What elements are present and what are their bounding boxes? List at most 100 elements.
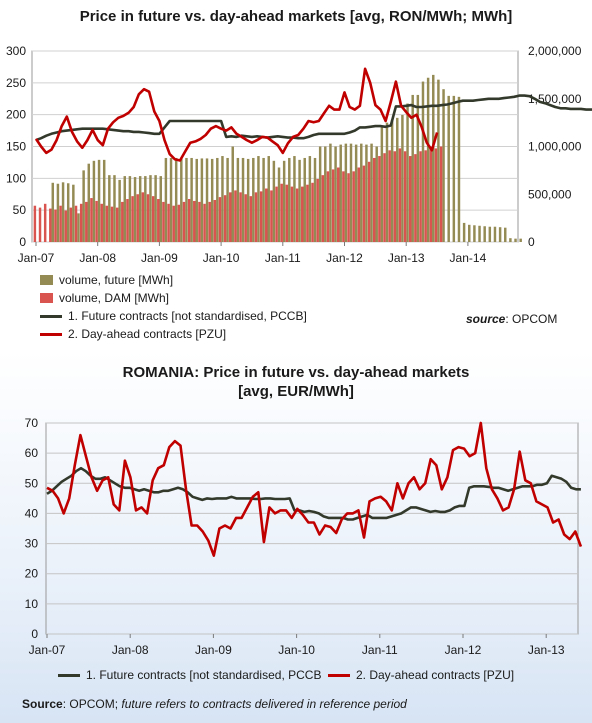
bar-volume-dam xyxy=(311,182,314,242)
bar-volume-dam xyxy=(388,150,391,242)
bar-volume-future xyxy=(442,89,445,242)
bar-volume-future xyxy=(483,226,486,242)
bottom-chart-title-line1: ROMANIA: Price in future vs. day-ahead m… xyxy=(122,364,470,381)
series-line-day-ahead-contracts xyxy=(34,67,439,162)
bar-volume-dam xyxy=(347,173,350,242)
bar-volume-future xyxy=(360,143,363,242)
bottom-source-note: Source: OPCOM; future refers to contract… xyxy=(22,697,407,711)
bar-volume-dam xyxy=(59,205,62,242)
bar-volume-future xyxy=(509,238,512,242)
top-chart-title: Price in future vs. day-ahead markets [a… xyxy=(79,8,513,25)
bar-volume-future xyxy=(236,157,240,242)
bar-volume-dam xyxy=(162,201,165,242)
bottom-legend-label-dam: 2. Day-ahead contracts [PZU] xyxy=(356,668,515,682)
bottom-x-tick-label: Jan-11 xyxy=(362,643,398,657)
bar-volume-dam xyxy=(90,198,93,242)
top-source-value: : OPCOM xyxy=(505,312,558,326)
top-y-left-tick-label: 0 xyxy=(19,235,26,249)
bar-volume-future xyxy=(457,96,461,242)
bar-volume-future xyxy=(241,157,245,242)
bar-volume-future xyxy=(262,157,265,242)
bottom-series-line-day-ahead-contracts xyxy=(46,421,583,557)
legend-label-dam-line: 2. Day-ahead contracts [PZU] xyxy=(68,327,227,341)
top-y-left-tick-label: 250 xyxy=(6,76,26,90)
bottom-series-line-future-contracts xyxy=(46,466,581,521)
bar-volume-dam xyxy=(218,197,222,242)
bar-volume-dam xyxy=(110,206,114,242)
bar-volume-future xyxy=(349,143,353,242)
bar-volume-future xyxy=(51,182,55,242)
bar-volume-dam xyxy=(172,205,175,242)
bar-volume-dam xyxy=(408,156,412,242)
bar-volume-future xyxy=(493,226,497,242)
bar-volume-dam xyxy=(306,184,309,242)
bar-volume-future xyxy=(514,238,517,242)
bar-volume-future xyxy=(288,157,291,242)
bar-volume-dam xyxy=(105,205,109,242)
top-x-tick-label: Jan-11 xyxy=(265,251,301,265)
top-chart-svg: 0501001502002503000500,0001,000,0001,500… xyxy=(6,44,592,265)
bar-volume-dam xyxy=(79,203,83,242)
bar-volume-future xyxy=(257,156,260,242)
bottom-y-tick-label: 60 xyxy=(25,446,39,460)
bar-volume-dam xyxy=(33,205,37,242)
bottom-legend-swatch-future xyxy=(58,673,80,677)
bottom-y-tick-label: 30 xyxy=(25,537,39,551)
bottom-x-tick-label: Jan-12 xyxy=(445,643,482,657)
bar-volume-future xyxy=(72,184,75,242)
bar-volume-dam xyxy=(290,186,294,242)
top-x-tick-label: Jan-07 xyxy=(18,251,55,265)
bar-volume-future xyxy=(354,144,358,242)
bar-volume-dam xyxy=(167,203,170,242)
bar-volume-future xyxy=(210,158,214,242)
bar-volume-future xyxy=(61,182,65,242)
bar-volume-future xyxy=(380,127,384,242)
bar-volume-future xyxy=(87,163,91,242)
bar-volume-dam xyxy=(213,199,217,242)
top-y-left-tick-label: 200 xyxy=(6,108,26,122)
bar-volume-future xyxy=(231,146,234,242)
bar-volume-dam xyxy=(157,199,160,242)
bar-volume-dam xyxy=(398,148,402,242)
bottom-source-label: Source xyxy=(22,697,63,711)
bar-volume-dam xyxy=(74,205,78,242)
bar-volume-dam xyxy=(373,157,376,242)
bar-volume-future xyxy=(174,157,178,242)
top-source-note: source: OPCOM xyxy=(466,312,557,326)
bottom-y-tick-label: 70 xyxy=(25,416,39,430)
bar-volume-future xyxy=(308,156,312,242)
bar-volume-dam xyxy=(270,190,273,242)
bar-volume-future xyxy=(375,146,378,242)
bar-volume-future xyxy=(401,114,404,242)
bar-volume-future xyxy=(437,79,440,243)
bar-volume-future xyxy=(365,144,368,242)
bar-volume-future xyxy=(92,160,96,242)
bar-volume-future xyxy=(205,158,209,242)
bar-volume-dam xyxy=(141,192,145,242)
bar-volume-dam xyxy=(146,194,150,242)
bar-volume-future xyxy=(102,159,106,242)
series-line-future-contracts xyxy=(35,94,592,142)
bar-volume-dam xyxy=(54,209,57,242)
legend-swatch-vol-future xyxy=(40,275,53,285)
legend-item-vol-future: volume, future [MWh] xyxy=(40,271,307,289)
top-y-right-tick-label: 2,000,000 xyxy=(528,44,582,58)
legend-swatch-future-line xyxy=(40,314,62,318)
bottom-legend-label-future: 1. Future contracts [not standardised, P… xyxy=(86,668,322,682)
bar-volume-future xyxy=(282,160,286,242)
bar-volume-future xyxy=(154,175,157,242)
top-x-tick-label: Jan-09 xyxy=(141,251,178,265)
bar-volume-future xyxy=(396,117,399,242)
bottom-chart-title-line2: [avg, EUR/MWh] xyxy=(238,383,354,400)
top-chart-panel: Price in future vs. day-ahead markets [a… xyxy=(0,0,592,352)
bar-volume-future xyxy=(385,122,389,242)
bar-volume-dam xyxy=(254,192,258,242)
bar-volume-future xyxy=(452,95,456,242)
bar-volume-dam xyxy=(49,208,52,242)
top-x-tick-label: Jan-12 xyxy=(326,251,363,265)
bar-volume-dam xyxy=(434,148,438,242)
top-y-left-tick-label: 300 xyxy=(6,44,26,58)
bar-volume-dam xyxy=(301,186,304,242)
bar-volume-future xyxy=(416,94,420,243)
bar-volume-future xyxy=(334,146,337,242)
